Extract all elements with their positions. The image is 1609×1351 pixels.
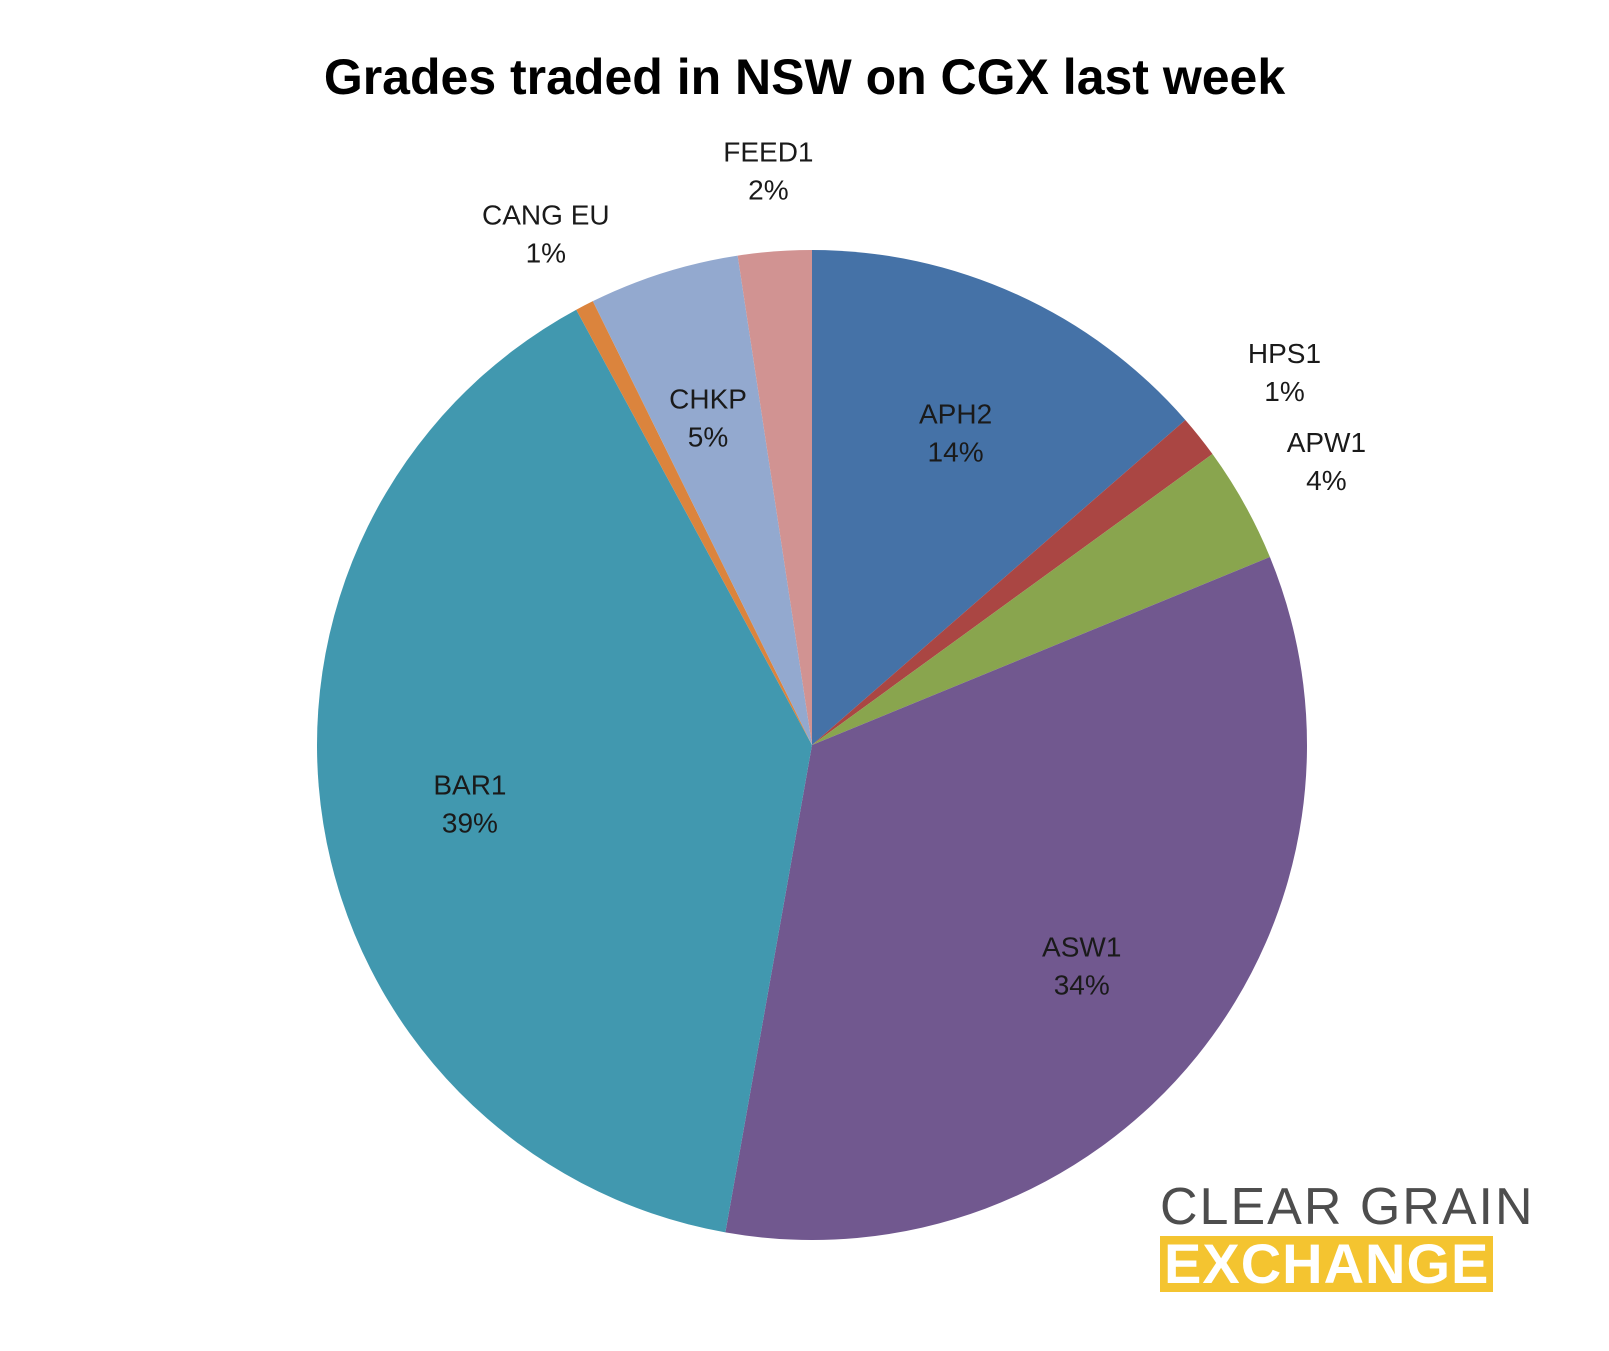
slice-percent-cang-eu: 1% (526, 238, 566, 269)
slice-label-hps1: HPS1 (1248, 338, 1321, 369)
pie-slice-apw1 (812, 454, 1270, 745)
logo-line-1: CLEAR GRAIN (1160, 1178, 1535, 1236)
logo-line-2: EXCHANGE (1160, 1236, 1494, 1292)
slice-percent-hps1: 1% (1264, 376, 1304, 407)
slice-percent-aph2: 14% (928, 437, 984, 468)
pie-slice-feed1 (737, 250, 812, 745)
pie-slice-chkp (592, 255, 812, 746)
slice-label-asw1: ASW1 (1042, 931, 1121, 962)
slice-label-cang-eu: CANG EU (482, 200, 610, 231)
slice-label-feed1: FEED1 (723, 136, 813, 167)
pie-slice-aph2 (812, 250, 1186, 745)
pie-labels: APH2 14% HPS1 1% APW1 4% ASW1 34% BAR1 39% CANG EU… (433, 136, 1366, 1000)
chart-title: Grades traded in NSW on CGX last week (323, 49, 1286, 105)
slice-percent-chkp: 5% (688, 421, 728, 452)
slice-label-chkp: CHKP (669, 383, 747, 414)
pie-slice-bar1 (316, 309, 812, 1233)
slice-percent-bar1: 39% (442, 807, 498, 838)
slice-label-apw1: APW1 (1287, 427, 1366, 458)
slice-percent-asw1: 34% (1054, 969, 1110, 1000)
pie-slice-cang-eu (576, 301, 812, 745)
pie-slice-asw1 (725, 557, 1308, 1240)
slice-percent-apw1: 4% (1306, 465, 1346, 496)
slice-label-aph2: APH2 (919, 399, 992, 430)
pie-slices (316, 250, 1308, 1240)
slice-percent-feed1: 2% (748, 174, 788, 205)
pie-slice-hps1 (812, 419, 1213, 745)
slice-label-bar1: BAR1 (433, 769, 506, 800)
clear-grain-exchange-logo: CLEAR GRAIN EXCHANGE (1160, 1180, 1555, 1292)
